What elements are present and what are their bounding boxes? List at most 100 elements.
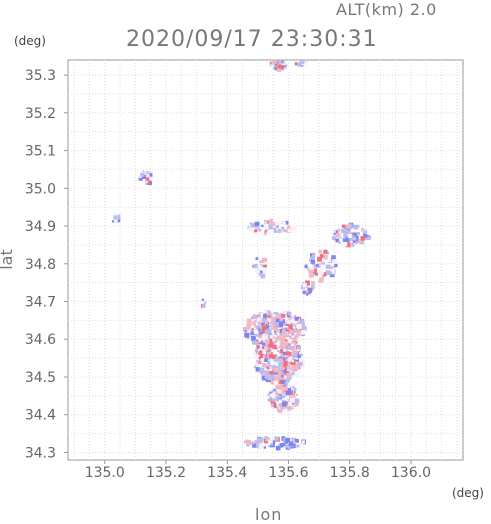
echo-cell [266, 364, 271, 369]
echo-cell [265, 334, 269, 338]
echo-cell [277, 64, 282, 69]
echo-cell [287, 311, 292, 316]
echo-cell [273, 361, 278, 366]
echo-cell [279, 358, 283, 362]
echo-cell [292, 395, 296, 398]
echo-cell [295, 350, 301, 356]
y-tick-label: 35.0 [25, 181, 56, 197]
echo-cell [271, 390, 276, 394]
echo-cell [258, 315, 261, 318]
echo-cell [282, 401, 287, 407]
echo-cell [319, 254, 324, 258]
echo-cell [258, 341, 261, 344]
echo-cell [294, 352, 297, 355]
echo-cell [257, 265, 262, 270]
echo-cell [265, 339, 270, 344]
echo-cell [332, 230, 336, 234]
echo-cell [247, 226, 250, 229]
echo-cell [266, 358, 270, 362]
echo-cell [300, 321, 305, 327]
echo-cell [262, 267, 268, 272]
echo-cell [291, 357, 295, 361]
echo-cell [281, 330, 286, 334]
echo-cell [297, 361, 302, 366]
echo-cell [264, 436, 268, 439]
echo-cell [289, 329, 294, 334]
echo-cell [289, 390, 294, 395]
echo-cell [268, 354, 273, 358]
echo-cell [250, 336, 256, 341]
echo-cell [282, 394, 287, 398]
echo-cell [269, 391, 273, 395]
echo-cell [255, 225, 258, 229]
echo-cell [255, 367, 260, 372]
echo-cell [286, 225, 291, 230]
echo-cell [283, 333, 288, 338]
echo-cell [273, 334, 277, 338]
echo-cell [346, 224, 351, 229]
echo-cell [310, 274, 314, 278]
echo-cell [269, 374, 275, 380]
echo-cell [259, 228, 262, 232]
echo-cell [335, 232, 341, 238]
echo-cell [310, 265, 314, 268]
echo-cell [275, 332, 278, 336]
echo-cell [250, 222, 256, 228]
echo-cell [284, 220, 289, 225]
echo-cell [318, 249, 322, 254]
echo-cell [274, 61, 280, 67]
echo-cell [291, 372, 295, 376]
echo-cell [280, 65, 285, 70]
echo-cell [277, 353, 281, 357]
timestamp-label: 2020/09/17 23:30:31 [126, 27, 378, 52]
echo-cell [314, 272, 318, 276]
echo-cell [360, 236, 365, 241]
echo-cell [301, 440, 305, 444]
echo-cell [286, 378, 290, 383]
echo-cell [277, 364, 282, 368]
echo-cell [308, 289, 311, 292]
echo-cell [262, 366, 268, 372]
echo-cell [281, 338, 284, 341]
echo-cell [291, 360, 296, 366]
echo-cell [292, 325, 295, 329]
echo-cell [344, 236, 347, 239]
echo-cell [267, 398, 271, 402]
echo-cell [113, 215, 118, 220]
echo-cell [279, 63, 284, 68]
echo-cell [335, 238, 340, 243]
echo-cell [269, 218, 274, 223]
echo-cell [276, 406, 279, 410]
echo-cell [350, 235, 355, 239]
echo-cell [274, 312, 279, 316]
echo-cell [276, 67, 282, 72]
x-tick-label: 135.0 [85, 465, 125, 481]
echo-cell [278, 63, 281, 66]
echo-cell [260, 437, 264, 441]
echo-cell [268, 364, 271, 367]
echo-cell [279, 349, 284, 354]
echo-cell [276, 60, 279, 63]
y-tick-label: 34.9 [25, 219, 56, 235]
echo-cell [275, 445, 281, 451]
echo-cell [351, 242, 354, 246]
echo-cell [310, 285, 315, 290]
echo-cell [296, 331, 301, 337]
echo-cell [257, 342, 262, 346]
echo-cell [329, 265, 333, 269]
echo-cell [287, 315, 290, 318]
echo-cell [333, 230, 339, 236]
echo-cell [258, 345, 263, 350]
echo-cell [246, 323, 251, 328]
echo-cell [271, 62, 274, 65]
echo-cell [294, 316, 299, 321]
echo-cell [271, 323, 275, 327]
echo-cell [263, 223, 269, 229]
echo-cell [277, 389, 280, 393]
echo-cell [254, 332, 260, 337]
echo-cell [291, 335, 295, 338]
echo-cell [111, 220, 115, 223]
echo-cell [301, 329, 307, 335]
echo-cell [267, 393, 270, 396]
x-tick-label: 135.6 [268, 465, 308, 481]
